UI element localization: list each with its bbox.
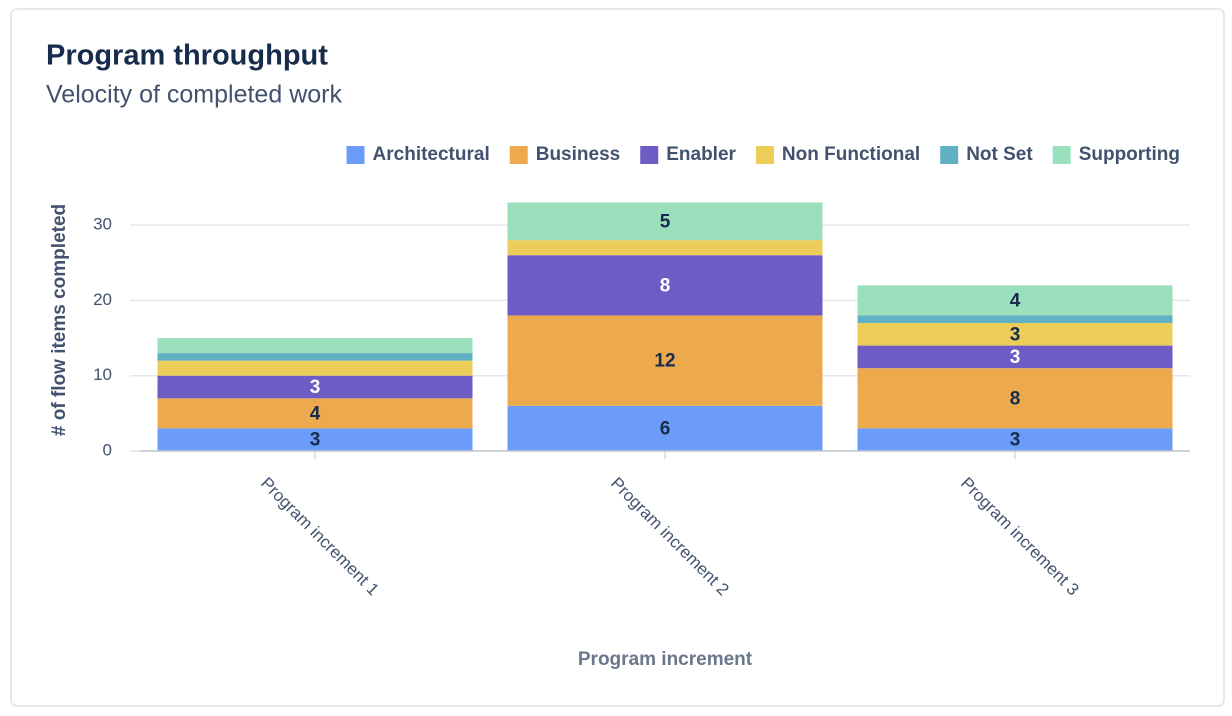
- bar-segment: [157, 375, 473, 399]
- y-tick-label: 10: [93, 365, 112, 384]
- legend-swatch: [940, 146, 959, 164]
- legend-swatch: [755, 146, 774, 164]
- y-tick-label: 0: [103, 440, 112, 459]
- data-label: 6: [660, 418, 671, 439]
- legend-label: Not Set: [966, 144, 1033, 165]
- legend-swatch: [1052, 146, 1071, 164]
- bar-segment: [507, 255, 823, 316]
- bar-segment: [157, 353, 473, 361]
- bar-segment: [157, 398, 473, 429]
- bar-segment: [857, 315, 1173, 323]
- bar-segment: [157, 360, 473, 376]
- legend-swatch: [509, 146, 528, 164]
- data-label: 4: [1010, 290, 1021, 311]
- x-axis-title: Program increment: [578, 649, 753, 670]
- data-label: 3: [1010, 324, 1021, 345]
- data-label: 5: [660, 211, 671, 232]
- data-label: 12: [654, 351, 675, 372]
- bar-segment: [857, 285, 1173, 316]
- data-label: 4: [310, 403, 321, 424]
- legend-swatch: [346, 146, 365, 164]
- bar-segment: [507, 240, 823, 256]
- data-label: 8: [660, 275, 671, 296]
- chart-subtitle: Velocity of completed work: [46, 81, 342, 109]
- y-tick-label: 20: [93, 290, 112, 309]
- legend-label: Architectural: [373, 144, 490, 165]
- bar-segment: [157, 428, 473, 451]
- bar-segment: [857, 322, 1173, 346]
- bar-segment: [857, 428, 1173, 451]
- bar-segment: [857, 368, 1173, 429]
- legend-label: Enabler: [666, 144, 736, 165]
- bar-segment: [857, 345, 1173, 369]
- legend-swatch: [640, 146, 659, 164]
- bar-segment: [507, 315, 823, 406]
- legend-label: Business: [536, 144, 620, 165]
- legend-label: Supporting: [1079, 144, 1180, 165]
- data-label: 3: [1010, 347, 1021, 368]
- y-axis-title: # of flow items completed: [49, 204, 70, 436]
- data-label: 3: [310, 377, 321, 398]
- bar-segment: [157, 338, 473, 354]
- bar-segment: [507, 202, 823, 241]
- legend-label: Non Functional: [782, 144, 920, 165]
- y-tick-label: 30: [93, 215, 112, 234]
- data-label: 3: [310, 430, 321, 451]
- bar-segment: [507, 405, 823, 451]
- data-label: 3: [1010, 430, 1021, 451]
- chart-title: Program throughput: [46, 40, 328, 72]
- data-label: 8: [1010, 388, 1021, 409]
